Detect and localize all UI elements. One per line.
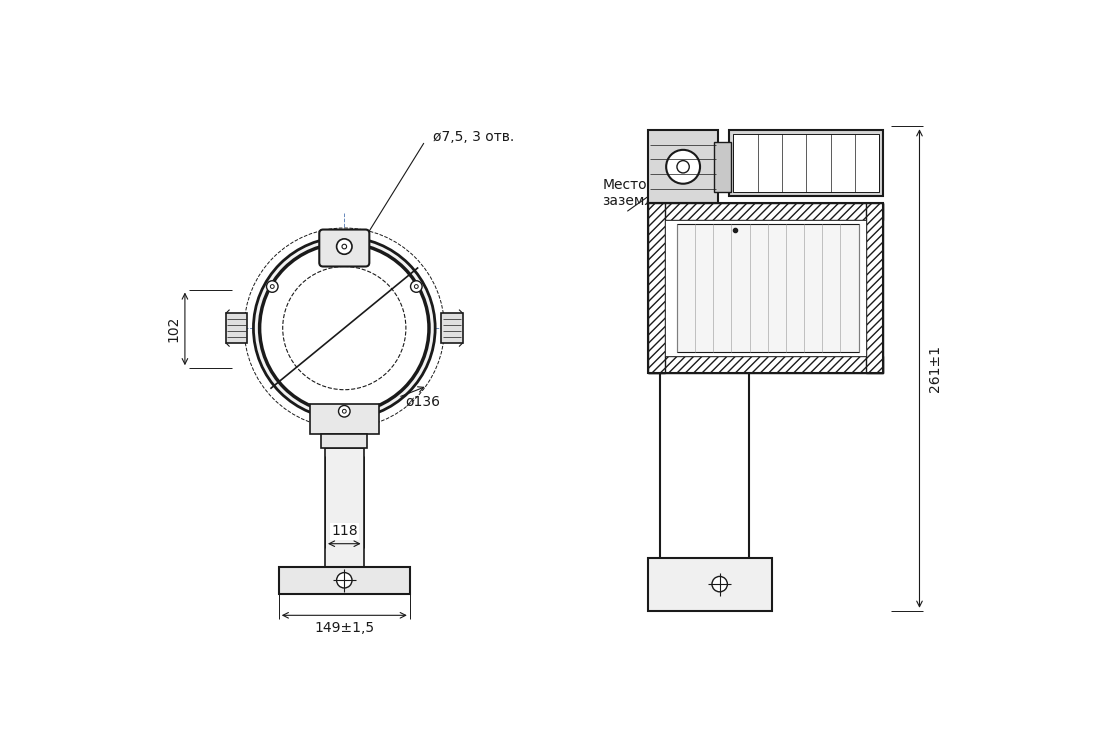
- Bar: [729, 130, 883, 196]
- Text: Место
заземления: Место заземления: [603, 178, 689, 208]
- Bar: [649, 130, 717, 203]
- Circle shape: [415, 285, 418, 288]
- Bar: [326, 448, 363, 567]
- Bar: [649, 203, 666, 372]
- Circle shape: [283, 267, 406, 390]
- Bar: [441, 314, 463, 343]
- Text: 102: 102: [166, 316, 180, 342]
- Bar: [867, 203, 883, 372]
- Text: M4: M4: [722, 215, 742, 229]
- Circle shape: [337, 573, 352, 588]
- Text: ø136: ø136: [406, 394, 441, 408]
- Bar: [733, 134, 880, 191]
- Circle shape: [244, 228, 444, 428]
- Circle shape: [342, 244, 346, 249]
- Bar: [310, 404, 378, 434]
- Circle shape: [271, 285, 274, 288]
- Text: 118: 118: [331, 524, 358, 539]
- Circle shape: [676, 161, 690, 173]
- Bar: [676, 224, 859, 352]
- Circle shape: [667, 150, 700, 184]
- Circle shape: [339, 405, 350, 417]
- Circle shape: [337, 239, 352, 254]
- Bar: [649, 203, 883, 372]
- Bar: [279, 567, 409, 594]
- Bar: [649, 557, 772, 611]
- Circle shape: [260, 244, 429, 413]
- Circle shape: [342, 409, 346, 413]
- FancyBboxPatch shape: [319, 229, 370, 267]
- Bar: [714, 142, 730, 191]
- Bar: [666, 221, 867, 356]
- Text: 105: 105: [685, 594, 712, 608]
- Bar: [321, 434, 367, 448]
- Text: ø7,5, 3 отв.: ø7,5, 3 отв.: [433, 130, 514, 144]
- Circle shape: [712, 577, 727, 592]
- Text: 149±1,5: 149±1,5: [315, 621, 374, 635]
- Bar: [226, 314, 248, 343]
- Circle shape: [410, 281, 422, 292]
- Bar: [649, 356, 883, 372]
- Circle shape: [266, 281, 278, 292]
- Circle shape: [253, 237, 436, 419]
- Text: 261±1: 261±1: [928, 345, 942, 392]
- Bar: [649, 203, 883, 221]
